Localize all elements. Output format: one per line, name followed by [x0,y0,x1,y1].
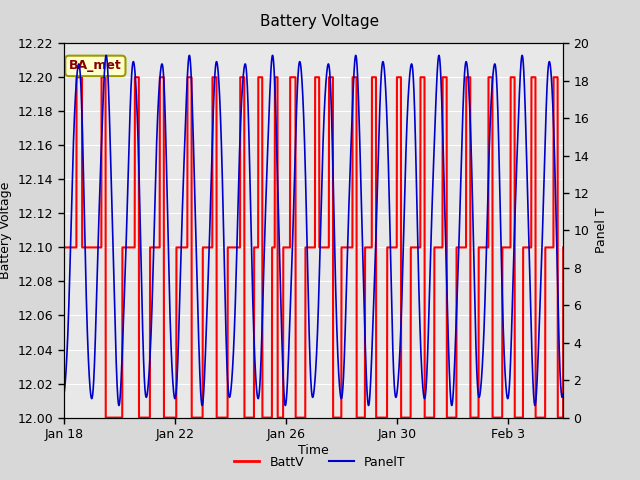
PanelT [251,355,259,360]
PanelT [360,275,367,281]
BattV [73,74,81,80]
Y-axis label: Battery Voltage: Battery Voltage [0,182,12,279]
Line: BattV: BattV [64,77,563,418]
Y-axis label: Panel T: Panel T [595,207,608,253]
Text: BA_met: BA_met [69,60,122,72]
PanelT [531,403,539,408]
Legend: BattV, PanelT: BattV, PanelT [229,451,411,474]
BattV [251,244,259,250]
Line: PanelT: PanelT [64,55,563,406]
BattV [102,415,109,420]
PanelT [518,52,526,58]
BattV [385,244,393,250]
BattV [60,244,68,250]
PanelT [559,391,567,397]
X-axis label: Time: Time [298,444,329,457]
PanelT [433,84,440,90]
BattV [559,244,567,250]
PanelT [470,284,478,289]
BattV [360,415,367,420]
BattV [151,244,159,250]
BattV [433,244,440,250]
PanelT [385,171,392,177]
Text: Battery Voltage: Battery Voltage [260,14,380,29]
PanelT [151,207,159,213]
PanelT [60,391,68,397]
BattV [471,415,479,420]
